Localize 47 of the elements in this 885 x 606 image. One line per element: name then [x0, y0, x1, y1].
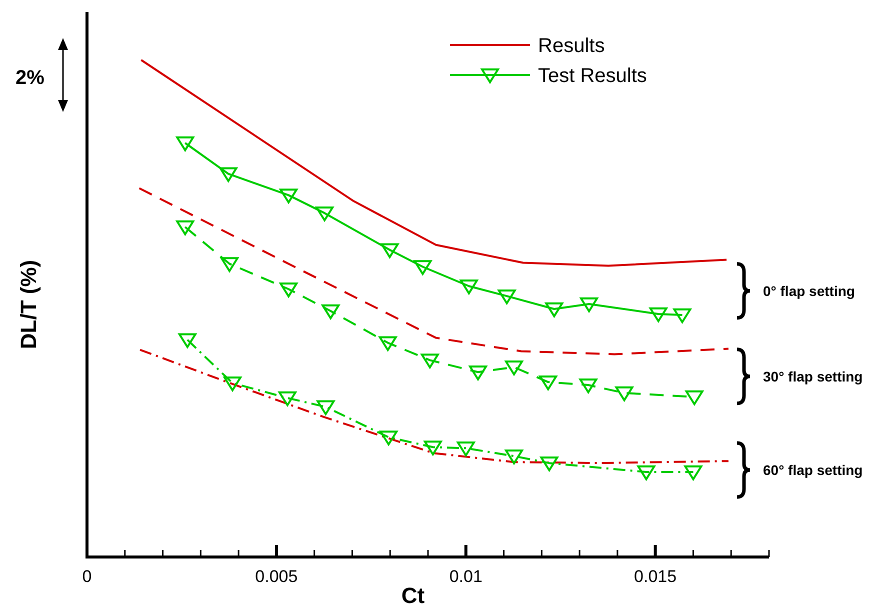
point	[456, 442, 475, 456]
point	[540, 456, 558, 472]
point	[219, 167, 238, 182]
point	[505, 360, 524, 376]
point	[223, 376, 242, 392]
point	[280, 188, 298, 204]
x-tick-label: 0.01	[449, 567, 482, 586]
point	[673, 308, 692, 324]
point	[505, 450, 524, 464]
point	[322, 304, 340, 320]
annotation: 60° flap setting	[763, 462, 863, 478]
point	[280, 282, 298, 298]
point	[316, 206, 334, 222]
point	[498, 289, 516, 304]
point	[579, 378, 598, 394]
annotation: 0° flap setting	[763, 282, 855, 299]
y-axis-title: DL/T (%)	[16, 260, 41, 350]
point	[380, 430, 398, 446]
legend-label: Results	[538, 35, 605, 57]
point	[414, 260, 432, 275]
annotation: 30° flap setting	[763, 368, 863, 384]
point	[637, 465, 656, 480]
point	[380, 243, 399, 258]
point	[278, 391, 296, 406]
point	[615, 386, 634, 402]
legend-label: Test Results	[538, 65, 647, 87]
point	[649, 307, 668, 322]
point	[685, 390, 704, 406]
point	[176, 136, 194, 152]
x-tick-label: 0.015	[634, 567, 677, 586]
point	[220, 257, 238, 272]
point	[178, 333, 196, 348]
point	[545, 302, 564, 318]
point	[176, 220, 194, 236]
point	[460, 280, 478, 294]
point	[424, 440, 442, 456]
point	[378, 336, 397, 351]
point	[539, 375, 558, 390]
x-tick-label: 0	[82, 567, 92, 586]
point	[580, 297, 598, 312]
x-tick-label: 0.005	[255, 567, 298, 586]
point	[469, 366, 488, 380]
point	[316, 400, 335, 416]
point	[420, 354, 439, 368]
text: 2%	[16, 67, 45, 89]
point	[684, 465, 702, 480]
x-axis-title: Ct	[401, 583, 426, 606]
